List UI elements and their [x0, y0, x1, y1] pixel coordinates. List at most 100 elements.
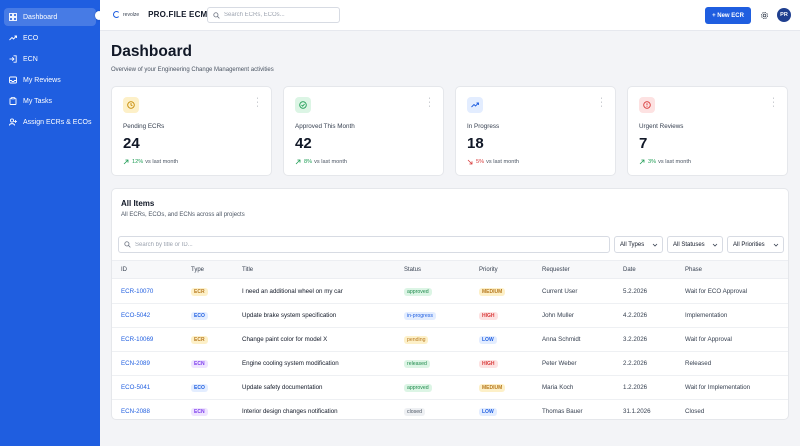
- more-vertical-icon[interactable]: · · ·: [772, 95, 775, 110]
- stat-value: 7: [639, 135, 648, 152]
- sidebar-item-dashboard[interactable]: Dashboard: [4, 8, 96, 26]
- trend-up-icon: [123, 159, 129, 165]
- priority-filter-select[interactable]: All Priorities: [727, 236, 784, 253]
- item-phase: Wait for Approval: [685, 336, 732, 343]
- item-date: 1.2.2026: [623, 384, 648, 391]
- table-row[interactable]: ECR-10070 ECR I need an additional wheel o…: [112, 280, 788, 304]
- stat-trend: 12% vs last month: [123, 159, 178, 165]
- item-date: 4.2.2026: [623, 312, 648, 319]
- items-search-input[interactable]: [135, 241, 535, 248]
- item-id-link[interactable]: ECO-5042: [121, 312, 151, 319]
- avatar[interactable]: PR: [777, 8, 791, 22]
- stat-card-urgent-reviews[interactable]: · · · Urgent Reviews 7 3% vs last month: [627, 86, 788, 176]
- table-row[interactable]: ECN-2088 ECN Interior design changes notif…: [112, 400, 788, 419]
- brand-company: revolze: [123, 11, 140, 18]
- global-search[interactable]: [207, 7, 340, 23]
- stat-trend-suffix: vs last month: [486, 159, 520, 165]
- item-id-link[interactable]: ECN-2089: [121, 360, 150, 367]
- type-badge: ECO: [191, 384, 208, 392]
- chevron-down-icon: [652, 242, 658, 248]
- column-header-title[interactable]: Title: [242, 267, 254, 273]
- status-filter-select[interactable]: All Statuses: [667, 236, 723, 253]
- login-icon: [9, 55, 17, 63]
- column-header-id[interactable]: ID: [121, 267, 127, 273]
- sidebar-item-my-reviews[interactable]: My Reviews: [4, 71, 96, 89]
- type-filter-value: All Types: [620, 241, 645, 248]
- sidebar-item-label: Dashboard: [23, 13, 58, 21]
- type-badge: ECO: [191, 312, 208, 320]
- table-row[interactable]: ECO-5042 ECO Update brake system specifica…: [112, 304, 788, 328]
- brand-logo-icon: [113, 11, 120, 18]
- item-id-link[interactable]: ECR-10069: [121, 336, 154, 343]
- search-icon: [213, 11, 220, 19]
- priority-badge: HIGH: [479, 360, 498, 368]
- items-search[interactable]: [118, 236, 610, 253]
- item-date: 31.1.2026: [623, 408, 651, 415]
- global-search-input[interactable]: [224, 12, 334, 18]
- trend-down-icon: [467, 159, 473, 165]
- column-header-priority[interactable]: Priority: [479, 267, 498, 273]
- sidebar-item-eco[interactable]: ECO: [4, 29, 96, 47]
- stat-label: In Progress: [467, 123, 500, 130]
- table-row[interactable]: ECR-10069 ECR Change paint color for model…: [112, 328, 788, 352]
- column-header-requester[interactable]: Requester: [542, 267, 570, 273]
- stat-label: Urgent Reviews: [639, 123, 684, 130]
- item-requester: John Muller: [542, 312, 574, 319]
- stat-card-approved[interactable]: · · · Approved This Month 42 8% vs last mon…: [283, 86, 444, 176]
- sidebar-item-ecn[interactable]: ECN: [4, 50, 96, 68]
- more-vertical-icon[interactable]: · · ·: [600, 95, 603, 110]
- clock-icon: [123, 97, 139, 113]
- table-row[interactable]: ECN-2089 ECN Engine cooling system modific…: [112, 352, 788, 376]
- item-phase: Released: [685, 360, 712, 367]
- priority-badge: HIGH: [479, 312, 498, 320]
- sidebar-item-my-tasks[interactable]: My Tasks: [4, 92, 96, 110]
- stat-value: 24: [123, 135, 140, 152]
- status-badge: approved: [404, 288, 432, 296]
- table-header: ID Type Title Status Priority Requester …: [112, 260, 788, 279]
- item-requester: Maria Koch: [542, 384, 574, 391]
- table-row[interactable]: ECO-5041 ECO Update safety documentation ap…: [112, 376, 788, 400]
- column-header-type[interactable]: Type: [191, 267, 205, 273]
- item-id-link[interactable]: ECN-2088: [121, 408, 150, 415]
- panel-subtitle: All ECRs, ECOs, and ECNs across all proj…: [121, 212, 245, 218]
- column-header-date[interactable]: Date: [623, 267, 636, 273]
- item-id-link[interactable]: ECR-10070: [121, 288, 154, 295]
- user-plus-icon: [9, 118, 17, 126]
- trend-up-icon: [639, 159, 645, 165]
- sidebar-item-label: Assign ECRs & ECOs: [23, 118, 92, 126]
- item-id-link[interactable]: ECO-5041: [121, 384, 151, 391]
- column-header-phase[interactable]: Phase: [685, 267, 703, 273]
- column-header-status[interactable]: Status: [404, 267, 422, 273]
- stat-card-in-progress[interactable]: · · · In Progress 18 5% vs last month: [455, 86, 616, 176]
- gear-icon[interactable]: [760, 11, 769, 20]
- page-title: Dashboard: [111, 43, 192, 60]
- clipboard-icon: [9, 97, 17, 105]
- priority-badge: LOW: [479, 336, 497, 344]
- sidebar-item-label: My Reviews: [23, 76, 61, 84]
- more-vertical-icon[interactable]: · · ·: [256, 95, 259, 110]
- item-phase: Closed: [685, 408, 705, 415]
- stat-value: 18: [467, 135, 484, 152]
- sidebar-collapse-toggle[interactable]: [95, 11, 103, 20]
- stat-trend-suffix: vs last month: [145, 159, 179, 165]
- stat-trend: 5% vs last month: [467, 159, 519, 165]
- priority-badge: MEDIUM: [479, 384, 506, 392]
- item-date: 5.2.2026: [623, 288, 648, 295]
- stat-card-pending-ecrs[interactable]: · · · Pending ECRs 24 12% vs last month: [111, 86, 272, 176]
- item-requester: Current User: [542, 288, 578, 295]
- status-badge: released: [404, 360, 430, 368]
- stat-trend-suffix: vs last month: [314, 159, 348, 165]
- item-title: Change paint color for model X: [242, 336, 328, 343]
- more-vertical-icon[interactable]: · · ·: [428, 95, 431, 110]
- sidebar-item-label: ECO: [23, 34, 39, 42]
- item-requester: Thomas Bauer: [542, 408, 583, 415]
- chevron-down-icon: [712, 242, 718, 248]
- trend-up-icon: [295, 159, 301, 165]
- chevron-down-icon: [773, 242, 779, 248]
- brand: revolze PRO.FILE ECM: [113, 10, 207, 19]
- status-badge: in-progress: [404, 312, 436, 320]
- type-filter-select[interactable]: All Types: [614, 236, 663, 253]
- new-ecr-button[interactable]: + New ECR: [705, 7, 751, 24]
- sidebar-item-assign[interactable]: Assign ECRs & ECOs: [4, 113, 96, 131]
- grid-icon: [9, 13, 17, 21]
